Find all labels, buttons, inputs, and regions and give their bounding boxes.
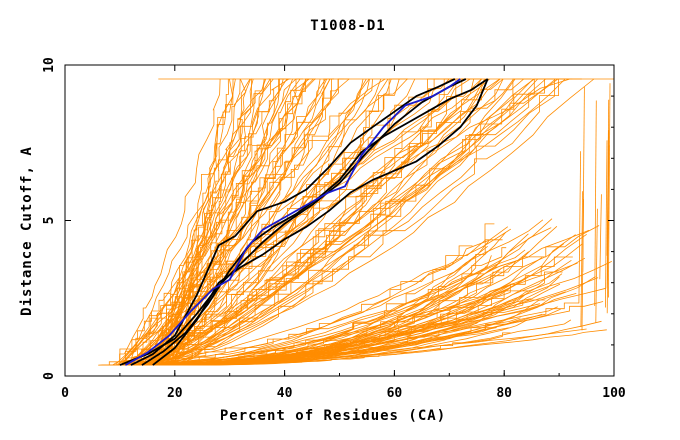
model-curve [115,78,221,366]
model-curve [122,243,565,366]
highlighted-series-5 [124,78,461,366]
model-curve [173,78,475,366]
chart-title: T1008-D1 [310,18,385,34]
model-curve [595,208,598,323]
model-curve [158,78,254,366]
highlighted-series-3 [152,78,489,366]
model-curve [128,279,523,366]
model-curve [606,99,610,256]
ticks-layer: 0 20 40 60 80 100 0 5 10 [42,57,626,401]
model-curve [135,78,566,366]
model-curve [112,78,265,366]
model-curve [116,78,331,366]
x-tick-label: 0 [61,386,69,401]
highlighted-series-1 [119,78,467,366]
model-curve [121,78,314,366]
model-curve [166,78,382,366]
highlighted-series-4 [130,78,456,366]
model-curve [156,78,236,366]
model-curve [599,194,602,280]
x-tick-label: 60 [387,386,403,401]
model-curve [168,78,291,366]
y-axis-label: Distance Cutoff, A [19,146,35,316]
model-curve [154,78,241,366]
y-tick-label: 10 [42,57,57,73]
model-curve [168,78,454,366]
model-curve [170,308,561,366]
model-curve [147,78,335,366]
model-curve [594,100,597,307]
model-curve [159,78,254,366]
model-curve [150,78,274,366]
highlighted-series-layer [119,78,489,366]
model-curve [605,140,608,308]
model-curve [152,78,532,366]
model-curve [149,239,492,366]
model-curve [144,78,538,366]
y-tick-label: 0 [42,372,57,380]
model-curve [150,78,310,366]
background-models-layer [98,78,614,366]
model-curve [578,151,581,304]
model-curve [155,78,400,366]
x-tick-label: 80 [496,386,512,401]
model-curve [606,145,610,314]
x-tick-label: 100 [602,386,626,401]
model-curve [170,78,247,366]
model-curve [580,191,583,328]
model-curve [608,83,611,298]
model-curve [120,78,321,366]
x-tick-label: 20 [167,386,183,401]
model-curve [155,78,504,366]
model-curve [137,78,515,366]
y-tick-label: 5 [42,217,57,225]
model-curve [122,78,271,366]
x-tick-label: 40 [277,386,293,401]
model-curve [128,78,265,366]
x-axis-label: Percent of Residues (CA) [220,408,446,424]
model-curve [173,78,307,366]
model-curve [134,78,516,366]
model-curve [167,78,293,366]
model-curve [158,78,416,366]
model-curve [140,78,483,366]
model-curve [130,329,607,366]
model-curve [154,78,370,366]
model-curve [139,78,561,366]
model-curve [147,78,271,366]
model-curve [125,78,373,366]
model-curve [581,199,584,331]
model-curve [156,78,582,366]
